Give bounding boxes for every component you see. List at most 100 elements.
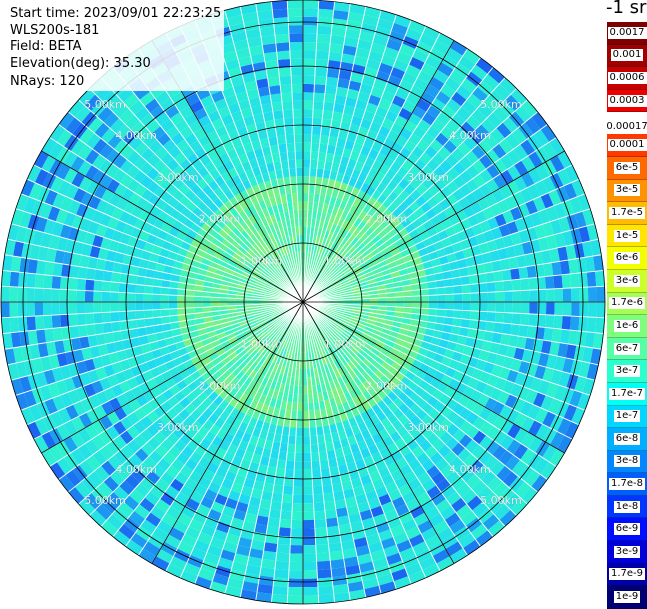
ppi-gate-cell — [110, 292, 119, 302]
ppi-gate-cell — [290, 50, 303, 59]
ppi-gate-cell — [303, 76, 315, 85]
ppi-gate-cell — [323, 493, 334, 503]
ppi-gate-cell — [103, 322, 113, 333]
ppi-gate-cell — [453, 285, 462, 294]
ppi-gate-cell — [303, 17, 318, 26]
ppi-gate-cell — [291, 76, 303, 85]
ppi-gate-cell — [303, 34, 317, 43]
ppi-gate-cell — [578, 272, 588, 287]
ppi-gate-cell — [281, 93, 292, 102]
ppi-gate-cell — [314, 93, 325, 102]
ppi-gate-cell — [303, 176, 310, 185]
ppi-gate-cell — [290, 545, 303, 554]
ppi-gate-cell — [274, 26, 289, 35]
ppi-gate-cell — [317, 569, 332, 578]
ppi-gate-cell — [329, 43, 343, 53]
ppi-gate-cell — [496, 302, 505, 313]
ppi-gate-cell — [127, 302, 136, 311]
ppi-gate-cell — [317, 34, 331, 43]
ppi-gate-cell — [578, 316, 588, 331]
ppi-gate-cell — [69, 326, 79, 339]
ppi-gate-cell — [35, 274, 44, 288]
ppi-gate-cell — [510, 268, 520, 280]
ppi-gate-cell — [287, 444, 295, 453]
ppi-gate-cell — [293, 486, 303, 495]
ppi-gate-cell — [271, 0, 287, 10]
ppi-gate-cell — [51, 289, 60, 302]
ppi-gate-cell — [588, 287, 597, 302]
ppi-gate-cell — [26, 302, 35, 316]
ppi-gate-cell — [311, 143, 320, 152]
ppi-gate-cell — [445, 286, 454, 294]
ppi-gate-cell — [545, 276, 554, 290]
ppi-gate-cell — [303, 436, 310, 445]
colorbar-main-swatch: 1e-7 — [607, 406, 647, 429]
colorbar-main-swatch: 1.7e-7 — [607, 383, 647, 406]
ppi-gate-cell — [51, 302, 60, 315]
ppi-gate-cell — [487, 302, 496, 312]
ppi-gate-cell — [325, 85, 337, 95]
ppi-gate-cell — [313, 101, 324, 110]
ppi-gate-cell — [144, 285, 153, 294]
ppi-gate-cell — [404, 302, 413, 308]
ppi-gate-cell — [289, 34, 303, 43]
ppi-gate-cell — [268, 517, 281, 527]
ppi-gate-cell — [285, 461, 294, 470]
ppi-gate-cell — [289, 25, 303, 34]
colorbar-main-swatch: 6e-5 — [607, 157, 647, 180]
ppi-gate-cell — [279, 519, 291, 528]
ppi-gate-cell — [18, 302, 27, 317]
ppi-gate-cell — [322, 110, 333, 120]
colorbar-main-label: 6e-6 — [614, 252, 641, 264]
ppi-range-label: 1.00km — [324, 338, 366, 351]
colorbar-main-swatch: 6e-6 — [607, 247, 647, 270]
ppi-gate-cell — [303, 595, 319, 604]
ppi-gate-cell — [280, 84, 292, 93]
ppi-gate-cell — [303, 92, 314, 101]
ppi-gate-cell — [303, 50, 316, 59]
colorbar-top-label: 0.0006 — [608, 72, 647, 84]
ppi-gate-cell — [294, 134, 303, 143]
ppi-gate-cell — [1, 286, 10, 302]
ppi-gate-cell — [160, 302, 169, 309]
ppi-gate-cell — [518, 325, 528, 338]
ppi-gate-cell — [94, 280, 103, 291]
ppi-gate-cell — [303, 411, 309, 420]
ppi-gate-cell — [487, 312, 496, 323]
ppi-gate-cell — [275, 34, 289, 43]
ppi-gate-cell — [318, 0, 334, 10]
ppi-gate-cell — [18, 272, 28, 287]
ppi-gate-cell — [276, 552, 290, 561]
ppi-gate-cell — [135, 293, 144, 302]
ppi-gate-cell — [102, 312, 111, 323]
colorbar-gap-label: 0.00017 — [607, 120, 647, 134]
ppi-gate-cell — [297, 193, 303, 202]
ppi-gate-cell — [495, 312, 504, 323]
ppi-gate-cell — [278, 67, 291, 76]
ppi-gate-cell — [552, 328, 562, 342]
colorbar-main-label: 1.7e-9 — [609, 568, 645, 580]
elevation-text: Elevation(deg): 35.30 — [10, 56, 221, 73]
ppi-gate-cell — [303, 587, 318, 596]
colorbar-main-label: 1e-8 — [614, 501, 641, 513]
ppi-gate-cell — [570, 273, 579, 288]
ppi-gate-cell — [303, 0, 319, 9]
ppi-gate-cell — [316, 42, 330, 51]
ppi-gate-cell — [303, 470, 312, 479]
ppi-gate-cell — [303, 461, 312, 470]
ppi-gate-cell — [144, 302, 153, 310]
ppi-gate-cell — [262, 43, 276, 53]
ppi-gate-cell — [103, 271, 113, 282]
ppi-gate-cell — [10, 271, 20, 287]
ppi-gate-cell — [303, 185, 309, 194]
ppi-gate-cell — [323, 102, 334, 112]
ppi-gate-cell — [266, 68, 279, 78]
colorbar-main-label: 0.0001 — [608, 139, 647, 151]
ppi-gate-cell — [494, 322, 504, 333]
nrays-text: NRays: 120 — [10, 74, 221, 91]
ppi-gate-cell — [303, 109, 313, 118]
colorbar-top-swatch: 0.0006 — [607, 67, 647, 90]
ppi-gate-cell — [303, 42, 317, 51]
ppi-gate-cell — [272, 9, 288, 19]
ppi-gate-cell — [110, 302, 119, 312]
